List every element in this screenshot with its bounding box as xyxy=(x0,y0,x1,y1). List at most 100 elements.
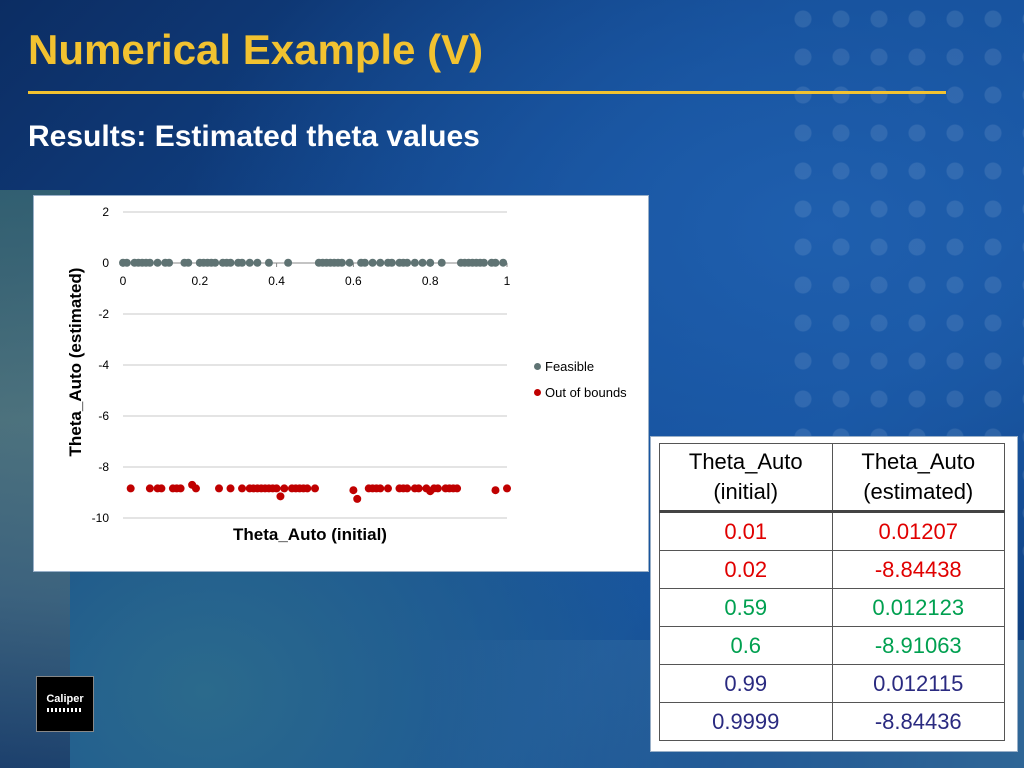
legend-marker-feasible xyxy=(534,363,541,370)
slide-subtitle: Results: Estimated theta values xyxy=(28,120,480,153)
table-header-row: Theta_Auto (initial) Theta_Auto (estimat… xyxy=(659,443,1005,513)
data-point-feasible xyxy=(437,258,446,267)
data-point-feasible xyxy=(403,258,412,267)
cell-initial: 0.6 xyxy=(659,626,833,665)
scatter-chart-panel: 2 0 -2 -4 -6 -8 -10 0 0.2 0.4 0.6 0.8 1 Theta_Auto (i… xyxy=(33,195,649,572)
data-point-out-of-bounds xyxy=(503,484,511,493)
data-point-out-of-bounds xyxy=(276,492,285,501)
legend-label-feasible: Feasible xyxy=(545,359,595,374)
data-point-feasible xyxy=(491,258,500,267)
results-table: Theta_Auto (initial) Theta_Auto (estimat… xyxy=(659,443,1005,741)
cell-initial: 0.99 xyxy=(659,664,833,703)
data-point-feasible xyxy=(499,258,508,267)
data-point-feasible xyxy=(360,258,369,267)
y-tick-label: -2 xyxy=(98,307,109,321)
cell-estimated: 0.012123 xyxy=(831,588,1005,627)
data-point-out-of-bounds xyxy=(453,484,462,493)
cell-initial: 0.59 xyxy=(659,588,833,627)
data-point-feasible xyxy=(368,258,377,267)
data-point-out-of-bounds xyxy=(303,484,312,493)
data-point-out-of-bounds xyxy=(191,484,200,493)
legend-label-out-of-bounds: Out of bounds xyxy=(545,385,627,400)
x-tick-label: 0.6 xyxy=(345,274,362,288)
legend-item-feasible: Feasible xyxy=(534,359,594,374)
data-point-out-of-bounds xyxy=(349,486,358,495)
data-point-feasible xyxy=(122,258,131,267)
data-point-out-of-bounds xyxy=(491,486,500,495)
data-point-feasible xyxy=(376,258,385,267)
data-point-out-of-bounds xyxy=(433,484,442,493)
data-point-feasible xyxy=(245,258,254,267)
y-tick-label: -6 xyxy=(98,409,109,423)
data-point-out-of-bounds xyxy=(157,484,166,493)
data-point-out-of-bounds xyxy=(126,484,135,493)
header-initial: Theta_Auto (initial) xyxy=(659,443,833,513)
data-point-feasible xyxy=(264,258,273,267)
data-point-feasible xyxy=(165,258,174,267)
cell-estimated: 0.012115 xyxy=(831,664,1005,703)
data-point-feasible xyxy=(153,258,162,267)
logo-ruler-mark xyxy=(47,708,83,712)
cell-estimated: -8.84438 xyxy=(831,550,1005,589)
data-point-feasible xyxy=(426,258,435,267)
legend-marker-out-of-bounds xyxy=(534,389,541,396)
results-table-panel: Theta_Auto (initial) Theta_Auto (estimat… xyxy=(650,436,1018,752)
data-point-out-of-bounds xyxy=(376,484,385,493)
y-tick-label: -4 xyxy=(98,358,109,372)
title-underline xyxy=(28,91,946,94)
data-point-feasible xyxy=(184,258,193,267)
data-point-feasible xyxy=(145,258,154,267)
cell-estimated: -8.91063 xyxy=(831,626,1005,665)
table-row: 0.01 0.01207 xyxy=(659,511,1005,551)
data-point-feasible xyxy=(418,258,427,267)
data-point-out-of-bounds xyxy=(403,484,412,493)
y-tick-label: 0 xyxy=(102,256,109,270)
data-point-out-of-bounds xyxy=(383,484,392,493)
y-tick-label: -10 xyxy=(92,511,110,525)
data-point-out-of-bounds xyxy=(226,484,235,493)
data-point-out-of-bounds xyxy=(311,484,319,493)
x-tick-label: 1 xyxy=(504,274,511,288)
cell-estimated: -8.84436 xyxy=(831,702,1005,741)
data-point-out-of-bounds xyxy=(145,484,154,493)
y-axis-title: Theta_Auto (estimated) xyxy=(66,268,85,457)
table-row: 0.9999 -8.84436 xyxy=(659,702,1005,741)
cell-initial: 0.01 xyxy=(659,511,833,551)
caliper-logo: Caliper xyxy=(36,676,94,732)
data-point-out-of-bounds xyxy=(238,484,247,493)
scatter-chart: 2 0 -2 -4 -6 -8 -10 0 0.2 0.4 0.6 0.8 1 Theta_Auto (i… xyxy=(66,205,511,544)
x-tick-label: 0.4 xyxy=(268,274,285,288)
y-tick-label: -8 xyxy=(98,460,109,474)
legend-item-out-of-bounds: Out of bounds xyxy=(534,385,627,400)
data-point-feasible xyxy=(387,258,396,267)
data-point-out-of-bounds xyxy=(272,484,281,493)
cell-initial: 0.9999 xyxy=(659,702,833,741)
cell-estimated: 0.01207 xyxy=(831,511,1005,551)
table-row: 0.6 -8.91063 xyxy=(659,626,1005,665)
data-point-feasible xyxy=(337,258,346,267)
data-point-out-of-bounds xyxy=(280,484,289,493)
y-tick-label: 2 xyxy=(102,205,109,219)
x-tick-label: 0.2 xyxy=(191,274,208,288)
logo-text: Caliper xyxy=(46,693,84,705)
x-tick-label: 0 xyxy=(120,274,127,288)
header-estimated: Theta_Auto (estimated) xyxy=(831,443,1005,513)
data-point-feasible xyxy=(284,258,293,267)
table-row: 0.99 0.012115 xyxy=(659,664,1005,703)
data-point-feasible xyxy=(410,258,419,267)
x-axis-title: Theta_Auto (initial) xyxy=(233,525,387,544)
header-estimated-line2: (estimated) xyxy=(863,479,974,504)
table-row: 0.02 -8.84438 xyxy=(659,550,1005,589)
data-point-feasible xyxy=(253,258,262,267)
data-point-feasible xyxy=(226,258,235,267)
cell-initial: 0.02 xyxy=(659,550,833,589)
data-point-out-of-bounds xyxy=(414,484,423,493)
data-point-feasible xyxy=(211,258,220,267)
data-point-feasible xyxy=(238,258,247,267)
data-point-out-of-bounds xyxy=(215,484,223,493)
slide-title: Numerical Example (V) xyxy=(28,26,484,73)
header-initial-line2: (initial) xyxy=(713,479,779,504)
header-initial-line1: Theta_Auto xyxy=(688,449,803,474)
data-point-feasible xyxy=(479,258,488,267)
data-point-feasible xyxy=(345,258,354,267)
